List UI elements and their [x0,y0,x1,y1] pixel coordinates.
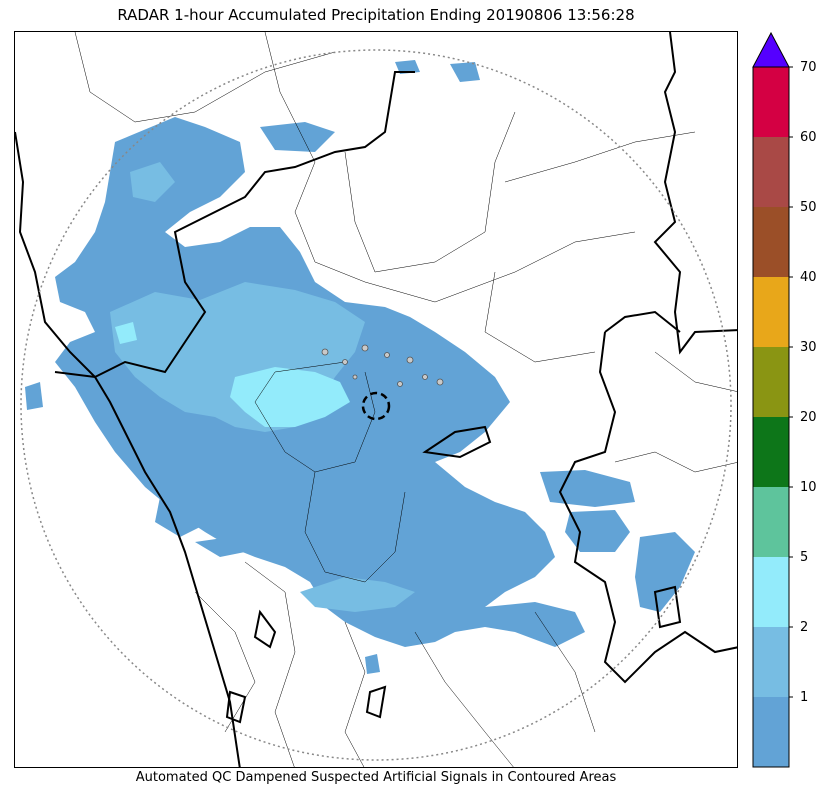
colorbar-segment [753,67,789,137]
colorbar-tick-label: 40 [800,270,817,285]
colorbar-canvas: 1 2 5 10 20 30 40 50 60 70 [752,31,817,768]
colorbar-tick-label: 30 [800,340,817,355]
qc-contoured-areas [321,344,444,387]
colorbar-segment [753,697,789,767]
colorbar-segment [753,277,789,347]
colorbar-segment [753,417,789,487]
qc-caption: Automated QC Dampened Suspected Artifici… [135,770,617,785]
colorbar-segment [753,557,789,627]
radar-range-ring [20,49,732,761]
colorbar-extend-arrow [752,31,790,68]
map-title: RADAR 1-hour Accumulated Precipitation E… [117,6,635,24]
colorbar-tick-label: 1 [800,690,808,705]
district-borders [74,32,737,767]
precipitation-colorbar: 1 2 5 10 20 30 40 50 60 70 [752,30,825,770]
radar-map [14,31,738,768]
precip-heavy-area [115,322,350,427]
radar-map-canvas [15,32,737,767]
colorbar-tick-label: 2 [800,620,808,635]
colorbar-tick-label: 5 [800,550,808,565]
colorbar-tick-label: 50 [800,200,817,215]
colorbar-segment [753,137,789,207]
state-borders [15,32,737,767]
colorbar-tick-label: 70 [800,60,817,75]
radar-site-marker [361,391,391,421]
colorbar-tick-label: 10 [800,480,817,495]
colorbar-segment [753,627,789,697]
colorbar-tick-label: 20 [800,410,817,425]
colorbar-segment [753,207,789,277]
colorbar-segment [753,487,789,557]
colorbar-tick-label: 60 [800,130,817,145]
colorbar-segment [753,347,789,417]
